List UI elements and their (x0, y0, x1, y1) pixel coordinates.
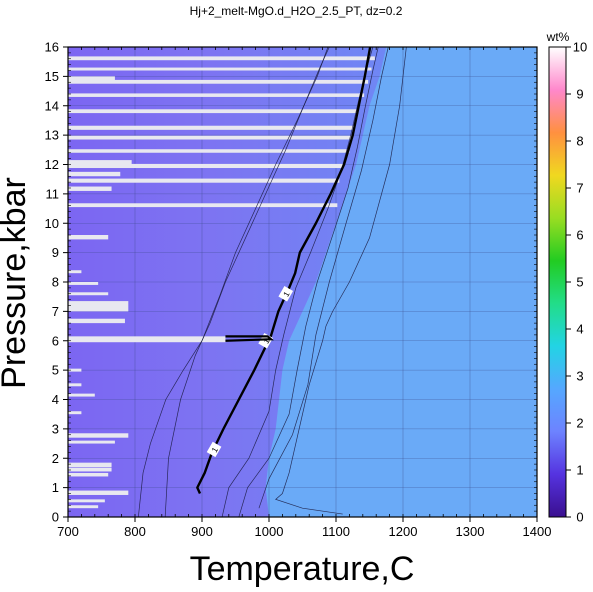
missing-data-bar (68, 203, 338, 208)
colorbar-tick-label: 0 (576, 510, 583, 525)
missing-data-bar (68, 171, 121, 177)
contour-label-text: 1 (282, 290, 292, 299)
missing-data-bar (68, 499, 105, 503)
x-axis-ticks: 700 800 900 1000 1100 1200 1300 1400 (57, 47, 551, 539)
missing-data-bar (68, 160, 132, 165)
contour-label: 1 (206, 441, 222, 458)
missing-data-bar (68, 163, 343, 169)
missing-data-bar (68, 462, 112, 468)
y-tick-label: 14 (45, 98, 59, 113)
contour-label: 1 (278, 286, 294, 302)
colorbar-ticks: 0 1 2 3 4 5 6 7 8 9 10 (566, 40, 587, 525)
y-tick-label: 0 (52, 510, 59, 525)
missing-data-layer (68, 56, 375, 509)
contour-layer (138, 47, 407, 517)
colorbar-tick-label: 3 (576, 369, 583, 384)
x-tick-label: 1300 (456, 524, 485, 539)
missing-data-bar (68, 440, 115, 444)
chart-title: Hj+2_melt-MgO.d_H2O_2.5_PT, dz=0.2 (190, 4, 403, 18)
missing-data-bar (68, 490, 129, 495)
colorbar-tick-label: 7 (576, 181, 583, 196)
missing-data-bar (68, 109, 358, 114)
missing-data-bar (68, 411, 82, 415)
missing-data-bar (68, 149, 350, 153)
plot-area: 1 1 1 (68, 47, 537, 517)
x-tick-label: 1100 (322, 524, 350, 539)
contour-line (275, 47, 407, 515)
missing-data-bar (68, 235, 109, 240)
missing-data-bar (68, 318, 125, 324)
colorbar-tick-label: 9 (576, 87, 583, 102)
contour-line-spur (225, 335, 274, 342)
y-tick-label: 2 (52, 451, 59, 466)
y-tick-label: 8 (52, 275, 59, 290)
contour-line (138, 47, 329, 517)
y-axis-label: Pressure,kbar (0, 177, 33, 389)
colorbar-tick-label: 4 (576, 322, 583, 337)
x-tick-label: 800 (124, 524, 146, 539)
missing-data-bar (68, 301, 129, 312)
colorbar-tick-label: 6 (576, 228, 583, 243)
missing-data-bar (68, 186, 112, 191)
missing-data-bar (68, 393, 95, 397)
x-tick-label: 900 (191, 524, 213, 539)
missing-data-bar (68, 292, 109, 296)
colorbar-tick-label: 10 (573, 40, 587, 55)
colorbar-tick-label: 2 (576, 416, 583, 431)
y-tick-label: 10 (45, 216, 59, 231)
missing-data-bar (68, 383, 82, 387)
missing-data-bar (68, 336, 226, 343)
y-tick-label: 7 (52, 304, 59, 319)
contour-label-text: 1 (262, 337, 272, 346)
missing-data-bar (68, 93, 365, 97)
missing-data-bar (68, 135, 353, 140)
contour-label-text: 1 (210, 445, 220, 454)
colorbar-tick-label: 1 (576, 463, 583, 478)
y-tick-label: 9 (52, 245, 59, 260)
missing-data-bar (68, 467, 112, 472)
missing-data-bar (68, 282, 99, 285)
colorbar-tick-label: 8 (576, 134, 583, 149)
contour-line (221, 47, 374, 517)
missing-data-bar (68, 178, 340, 183)
x-axis-label: Temperature,C (190, 550, 415, 587)
missing-data-bar (68, 368, 82, 372)
x-tick-label: 1200 (389, 524, 418, 539)
main-contour-layer: 1 1 1 (196, 47, 372, 494)
missing-data-bar (68, 56, 375, 61)
missing-data-bar (68, 433, 129, 438)
colorbar-label: wt% (546, 30, 570, 44)
colorbar-gradient (548, 46, 567, 518)
y-tick-label: 4 (52, 392, 59, 407)
y-tick-label: 11 (46, 186, 60, 201)
missing-data-bar (68, 125, 355, 130)
y-tick-label: 5 (52, 363, 59, 378)
y-tick-label: 13 (45, 128, 59, 143)
y-tick-label: 12 (45, 157, 59, 172)
missing-data-bar (68, 472, 109, 477)
contour-label-box (278, 286, 294, 302)
contour-line (238, 47, 379, 517)
x-tick-label: 700 (57, 524, 79, 539)
missing-data-bar (68, 505, 99, 509)
missing-data-bar (68, 79, 369, 84)
y-tick-label: 6 (52, 333, 59, 348)
x-tick-label: 1400 (523, 524, 552, 539)
x-tick-label: 1000 (255, 524, 284, 539)
colorbar-tick-label: 5 (576, 275, 583, 290)
contour-label-box (206, 441, 222, 458)
y-tick-label: 3 (52, 421, 59, 436)
missing-data-bar (68, 67, 372, 71)
missing-data-bar (68, 270, 82, 274)
colorbar: wt% 0 1 2 3 4 5 6 7 8 9 10 (546, 30, 588, 525)
y-tick-label: 16 (45, 40, 59, 55)
contour-line (258, 47, 389, 509)
missing-data-bar (68, 76, 115, 81)
y-tick-label: 1 (52, 480, 59, 495)
y-tick-label: 15 (45, 69, 59, 84)
